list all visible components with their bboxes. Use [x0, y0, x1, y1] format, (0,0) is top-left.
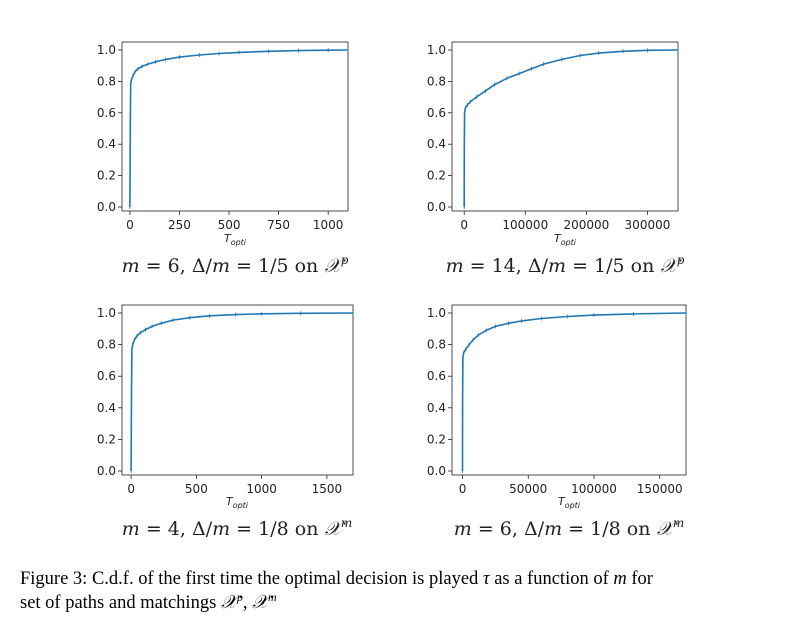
y-tick-label: 1.0 — [427, 43, 446, 57]
ticks: 0.0 0.2 0.4 0.6 0.8 1.0 0 100000 200000 300000 — [427, 43, 670, 232]
x-axis-label: Topti — [554, 232, 577, 247]
x-tick-label: 300000 — [625, 218, 671, 232]
y-tick-label: 0.4 — [97, 401, 116, 415]
ticks: 0.0 0.2 0.4 0.6 0.8 1.0 0 500 1000 1500 — [97, 306, 342, 496]
y-tick-label: 0.8 — [97, 338, 116, 352]
plot-frame — [121, 304, 354, 476]
x-axis-label: Topti — [226, 495, 249, 510]
x-tick-label: 1000 — [246, 482, 277, 496]
plot-frame — [121, 41, 349, 212]
cdf-line — [463, 49, 679, 208]
figure-caption-line-2: set of paths and matchings 𝒳p, 𝒳m — [20, 590, 277, 613]
y-tick-label: 0.6 — [97, 369, 116, 383]
x-tick-label: 0 — [460, 218, 468, 232]
x-tick-label: 100000 — [502, 218, 548, 232]
plot-frame — [451, 304, 687, 476]
x-tick-label: 200000 — [563, 218, 609, 232]
y-tick-label: 1.0 — [97, 306, 116, 320]
x-tick-label: 150000 — [637, 482, 683, 496]
y-tick-label: 0.0 — [427, 200, 446, 214]
x-tick-label: 0 — [459, 482, 467, 496]
y-tick-label: 0.6 — [97, 106, 116, 120]
cdf-line — [461, 312, 687, 472]
ticks: 0.0 0.2 0.4 0.6 0.8 1.0 0 250 500 750 1000 — [97, 43, 344, 232]
cdf-markers — [463, 48, 679, 209]
x-tick-label: 500 — [218, 218, 241, 232]
y-tick-label: 0.8 — [427, 338, 446, 352]
y-tick-label: 0.8 — [97, 74, 116, 88]
x-tick-label: 100000 — [571, 482, 617, 496]
y-tick-label: 0.8 — [427, 74, 446, 88]
panel-top-left: 0.0 0.2 0.4 0.6 0.8 1.0 0 250 500 750 1000 Topti m… — [97, 41, 349, 277]
panel-bottom-left: 0.0 0.2 0.4 0.6 0.8 1.0 0 500 1000 1500 Topti m =… — [97, 304, 354, 540]
y-tick-label: 1.0 — [97, 43, 116, 57]
y-tick-label: 0.4 — [427, 401, 446, 415]
y-tick-label: 0.2 — [97, 169, 116, 183]
x-tick-label: 0 — [126, 218, 134, 232]
subplot-caption: m = 6, Δ/m = 1/8 on 𝒳m — [454, 516, 684, 540]
panel-bottom-right: 0.0 0.2 0.4 0.6 0.8 1.0 0 50000 100000 150000 Top… — [427, 304, 687, 540]
cdf-line — [130, 312, 354, 472]
x-axis-label: Topti — [558, 495, 581, 510]
y-tick-label: 0.0 — [97, 464, 116, 478]
y-tick-label: 0.6 — [427, 106, 446, 120]
y-tick-label: 0.0 — [427, 464, 446, 478]
y-tick-label: 0.4 — [97, 137, 116, 151]
y-tick-label: 1.0 — [427, 306, 446, 320]
x-tick-label: 500 — [185, 482, 208, 496]
y-tick-label: 0.4 — [427, 137, 446, 151]
figure-caption-line-1: Figure 3: C.d.f. of the first time the o… — [20, 569, 653, 589]
ticks: 0.0 0.2 0.4 0.6 0.8 1.0 0 50000 100000 150000 — [427, 306, 683, 496]
x-tick-label: 50000 — [509, 482, 547, 496]
x-tick-label: 0 — [127, 482, 135, 496]
cdf-markers — [462, 311, 687, 473]
x-tick-label: 1000 — [313, 218, 344, 232]
y-tick-label: 0.0 — [97, 200, 116, 214]
y-tick-label: 0.2 — [97, 432, 116, 446]
x-tick-label: 1500 — [312, 482, 343, 496]
subplot-caption: m = 6, Δ/m = 1/5 on 𝒳p — [122, 253, 349, 277]
cdf-line — [129, 49, 349, 208]
subplot-caption: m = 14, Δ/m = 1/5 on 𝒳p — [446, 253, 685, 277]
cdf-markers — [129, 48, 349, 209]
y-tick-label: 0.2 — [427, 169, 446, 183]
x-tick-label: 250 — [168, 218, 191, 232]
x-tick-label: 750 — [267, 218, 290, 232]
y-tick-label: 0.6 — [427, 369, 446, 383]
x-axis-label: Topti — [224, 232, 247, 247]
plot-frame — [451, 41, 679, 212]
subplot-caption: m = 4, Δ/m = 1/8 on 𝒳m — [122, 516, 352, 540]
panel-top-right: 0.0 0.2 0.4 0.6 0.8 1.0 0 100000 200000 300000 To… — [427, 41, 685, 277]
y-tick-label: 0.2 — [427, 432, 446, 446]
cdf-markers — [130, 311, 354, 473]
